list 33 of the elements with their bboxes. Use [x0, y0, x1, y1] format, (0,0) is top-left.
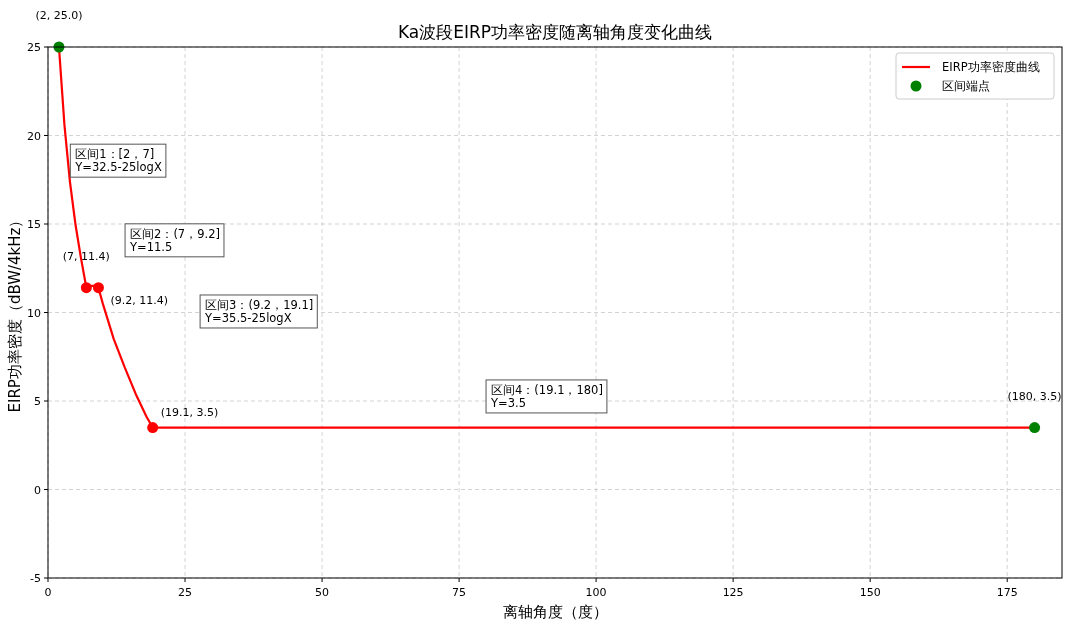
x-tick-label: 150: [859, 586, 881, 599]
annotation: 区间2：(7，9.2] Y=11.5: [129, 226, 220, 254]
annotation: (9.2, 11.4): [110, 293, 168, 307]
x-tick-label: 0: [44, 586, 52, 599]
x-axis-title: 离轴角度（度）: [502, 603, 608, 621]
y-tick-label: 0: [34, 483, 41, 497]
point: [80, 282, 92, 294]
chart-title: Ka波段EIRP功率密度随离轴角度变化曲线: [397, 22, 713, 42]
point: [147, 422, 159, 434]
y-tick-label: 5: [34, 395, 41, 408]
annotation: 区间1：[2，7] Y=32.5-25logX: [74, 147, 162, 175]
annotation: (7, 11.4): [62, 249, 110, 263]
annotation: (180, 3.5): [1007, 389, 1062, 403]
y-axis-title: EIRP功率密度（dBW/4kHz）: [6, 212, 24, 413]
y-tick-label: 15: [27, 218, 41, 231]
x-tick-label: 100: [585, 586, 607, 599]
annotation: (19.1, 3.5): [160, 405, 219, 419]
legend-label: 区间端点: [942, 79, 990, 93]
annotation: 区间4：(19.1，180] Y=3.5: [490, 382, 603, 410]
x-tick-label: 175: [996, 586, 1018, 599]
y-tick-label: 10: [27, 306, 41, 320]
y-tick-label: -5: [30, 572, 41, 585]
point: [92, 282, 104, 294]
x-tick-label: 25: [178, 586, 193, 599]
x-tick-label: 125: [722, 586, 744, 599]
annotation: 区间3：(9.2，19.1] Y=35.5-25logX: [204, 297, 314, 325]
y-tick-label: 25: [27, 41, 41, 54]
annotation: (2, 25.0): [35, 9, 83, 22]
legend-label: EIRP功率密度曲线: [942, 60, 1040, 74]
x-tick-label: 50: [315, 586, 330, 599]
y-tick-label: 20: [27, 129, 41, 143]
x-tick-label: 75: [452, 586, 467, 599]
point: [1029, 422, 1041, 434]
